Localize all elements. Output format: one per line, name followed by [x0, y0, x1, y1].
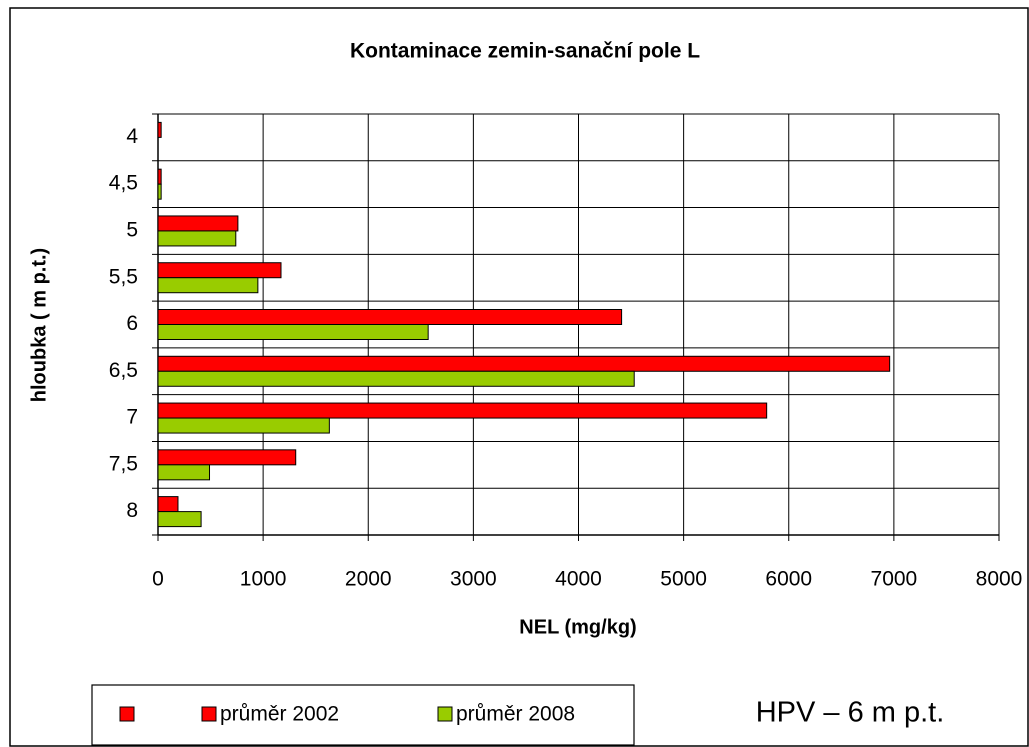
y-tick-label: 7	[126, 406, 138, 429]
x-tick-label: 2000	[345, 568, 392, 591]
y-tick-label: 7,5	[109, 452, 138, 475]
bar	[157, 355, 891, 372]
bar	[157, 215, 239, 232]
y-tick-label: 4	[126, 125, 138, 148]
bar	[157, 324, 429, 340]
x-tick-label: 8000	[976, 568, 1023, 591]
x-tick-label: 1000	[240, 568, 287, 591]
annotation: HPV – 6 m p.t.	[756, 697, 945, 729]
x-tick-label: 5000	[660, 568, 707, 591]
legend-marker	[119, 706, 135, 722]
bar	[157, 121, 162, 138]
bar	[157, 309, 623, 325]
bar	[157, 402, 768, 419]
y-axis-label: hloubka ( m p.t.)	[28, 248, 50, 402]
bar	[157, 464, 211, 481]
legend-marker	[201, 706, 217, 722]
x-tick-label: 4000	[555, 568, 602, 591]
y-tick-label: 6,5	[109, 359, 138, 382]
y-tick-label: 8	[126, 499, 138, 522]
bar	[157, 277, 259, 294]
y-tick-label: 5	[126, 218, 138, 241]
x-tick-label: 6000	[765, 568, 812, 591]
bar	[157, 496, 179, 513]
y-tick-label: 4,5	[109, 172, 138, 195]
legend-marker	[437, 706, 453, 722]
bar	[157, 168, 162, 185]
x-tick-label: 0	[152, 568, 164, 591]
bar	[157, 262, 282, 279]
x-axis-label: NEL (mg/kg)	[519, 616, 636, 638]
bar	[157, 511, 202, 528]
bar	[157, 230, 237, 247]
y-tick-label: 5,5	[109, 265, 138, 288]
bar	[157, 417, 330, 434]
legend-label: průměr 2002	[220, 703, 339, 726]
x-tick-label: 3000	[450, 568, 497, 591]
bar	[157, 183, 162, 200]
x-tick-label: 7000	[871, 568, 918, 591]
legend-label: průměr 2008	[456, 703, 575, 726]
legend	[91, 684, 635, 746]
bar	[157, 370, 635, 387]
chart-title: Kontaminace zemin-sanační pole L	[350, 40, 700, 63]
y-tick-label: 6	[126, 312, 138, 335]
bar	[157, 449, 297, 466]
